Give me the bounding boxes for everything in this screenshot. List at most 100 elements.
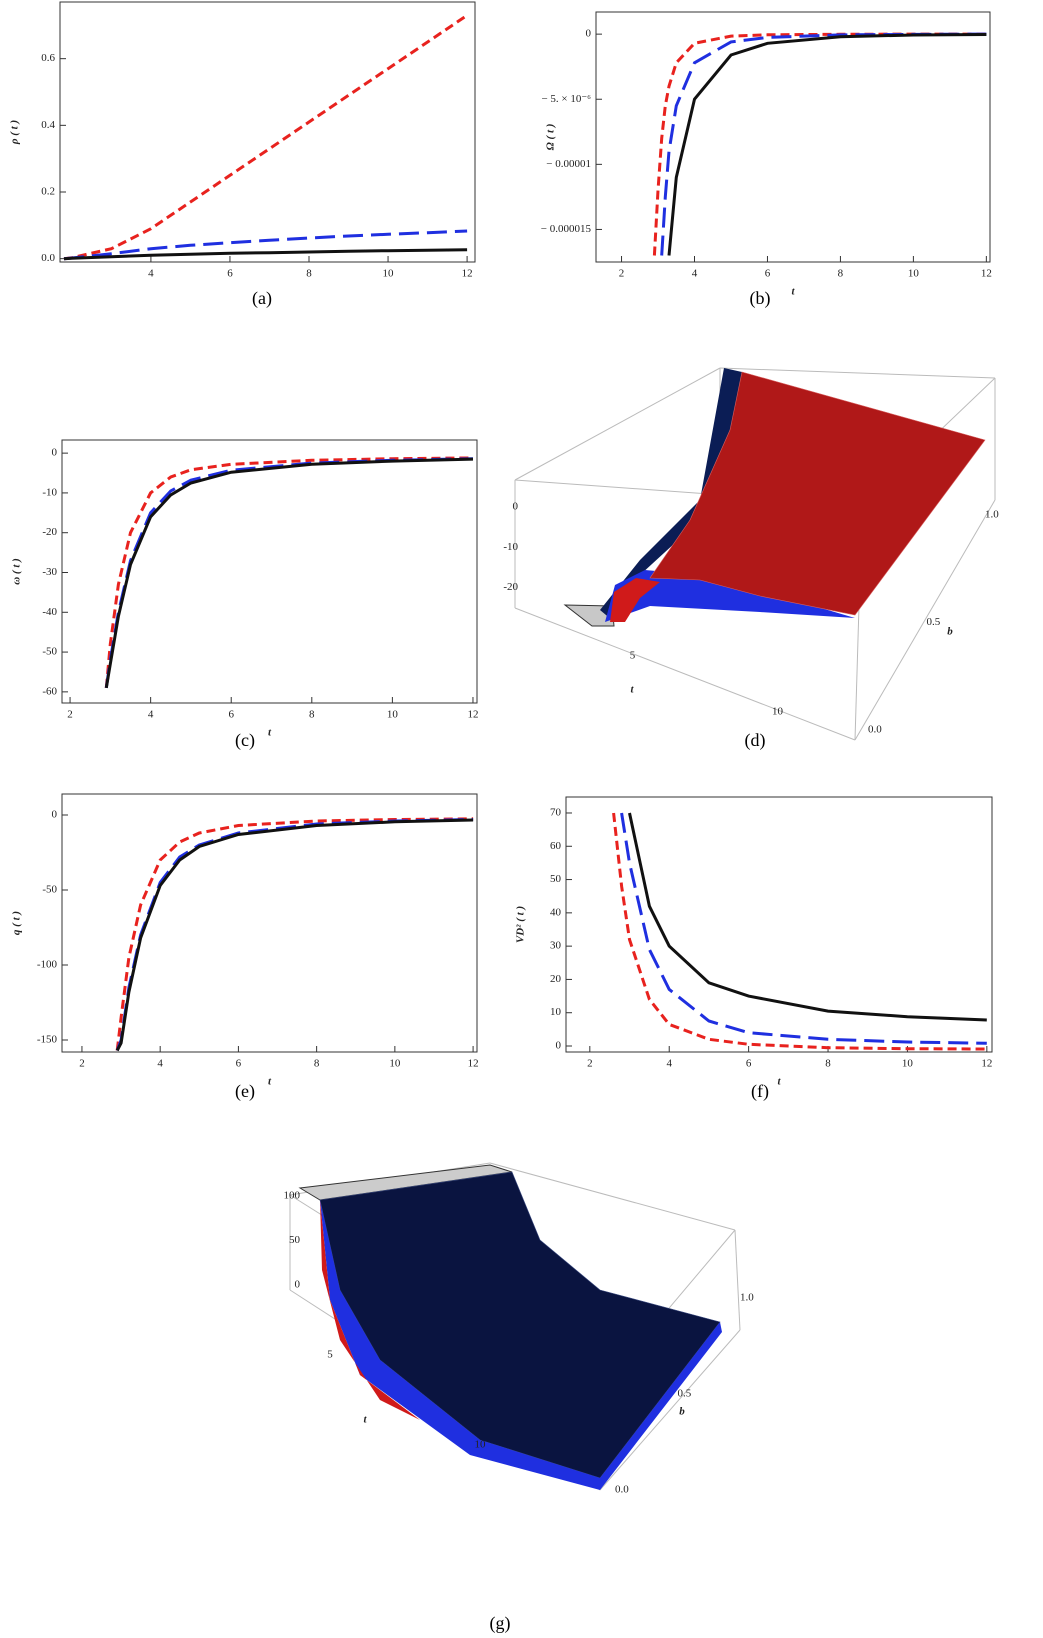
x-tick-label: 4 <box>692 268 698 280</box>
series-line <box>115 818 474 1052</box>
y-axis-label: Ω ( t ) <box>545 124 557 151</box>
y-tick-label: − 0.00001 <box>546 158 591 170</box>
y-tick-label: 0.0 <box>615 1484 629 1496</box>
x-axis-label: t <box>791 286 795 298</box>
y-tick-label: 0.6 <box>41 52 55 64</box>
x-tick-label: 5 <box>327 1349 333 1361</box>
series-line <box>63 229 468 261</box>
panel-caption: (d) <box>745 730 766 751</box>
y-tick-label: 0 <box>586 28 592 40</box>
z-tick-label: 0 <box>295 1279 301 1291</box>
x-tick-label: 5 <box>630 650 636 662</box>
series-line <box>63 14 468 261</box>
x-tick-label: 6 <box>227 268 233 280</box>
y-tick-label: 0 <box>52 809 58 821</box>
x-tick-label: 6 <box>765 268 771 280</box>
y-tick-label: 40 <box>550 906 562 918</box>
y-tick-label: 20 <box>550 973 562 985</box>
y-tick-label: 0.5 <box>678 1388 692 1400</box>
x-tick-label: 8 <box>838 268 844 280</box>
y-tick-label: 30 <box>550 940 562 952</box>
x-tick-label: 8 <box>825 1058 831 1070</box>
panel-caption: (b) <box>750 288 771 309</box>
x-tick-label: 10 <box>475 1439 487 1451</box>
x-tick-label: 4 <box>666 1058 672 1070</box>
y-tick-label: 1.0 <box>985 509 999 521</box>
y-tick-label: -150 <box>37 1034 58 1046</box>
x-tick-label: 2 <box>619 268 625 280</box>
y-axis-label: b <box>679 1406 685 1418</box>
series-line <box>667 33 987 256</box>
x-tick-label: 8 <box>306 268 312 280</box>
z-tick-label: -20 <box>503 581 518 593</box>
y-tick-label: -20 <box>42 526 57 538</box>
panel-caption: (f) <box>751 1081 769 1102</box>
y-tick-label: 60 <box>550 840 562 852</box>
y-tick-label: -50 <box>42 884 57 896</box>
y-axis-label: VD² ( t ) <box>515 906 527 943</box>
plot-frame <box>61 793 478 1053</box>
series-line <box>115 818 474 1052</box>
x-tick-label: 10 <box>908 268 920 280</box>
x-axis-label: t <box>268 1076 272 1088</box>
series-line <box>63 248 468 261</box>
plot-frame <box>59 1 476 263</box>
panel-caption: (e) <box>235 1081 255 1102</box>
y-tick-label: 0.4 <box>41 119 55 131</box>
x-tick-label: 4 <box>148 268 154 280</box>
y-tick-label: 0.0 <box>41 252 55 264</box>
y-axis-label: ρ ( t ) <box>9 120 21 145</box>
panel-caption: (g) <box>490 1613 511 1634</box>
series-line <box>660 32 987 256</box>
x-tick-label: 10 <box>387 709 399 721</box>
x-axis-label: t <box>363 1414 367 1426</box>
y-tick-label: -100 <box>37 959 58 971</box>
y-tick-label: -60 <box>42 685 57 697</box>
series-line <box>620 812 987 1045</box>
series-line <box>628 812 987 1022</box>
series-line <box>652 32 987 256</box>
series-line <box>104 456 474 689</box>
x-axis-label: t <box>777 1076 781 1088</box>
x-tick-label: 10 <box>902 1058 914 1070</box>
x-tick-label: 12 <box>981 268 992 280</box>
x-tick-label: 12 <box>981 1058 992 1070</box>
x-tick-label: 12 <box>468 1058 479 1070</box>
y-tick-label: 0 <box>52 447 58 459</box>
y-tick-label: -40 <box>42 606 57 618</box>
plot-frame <box>595 11 991 263</box>
panel-caption: (c) <box>235 730 255 751</box>
x-tick-label: 12 <box>467 709 478 721</box>
x-tick-label: 2 <box>79 1058 85 1070</box>
y-axis-label: b <box>947 626 953 638</box>
series-line <box>612 812 987 1051</box>
plot-frame <box>565 796 993 1053</box>
x-tick-label: 10 <box>383 268 395 280</box>
x-axis-label: t <box>630 684 634 696</box>
y-axis-label: q ( t ) <box>11 911 23 935</box>
y-tick-label: 10 <box>550 1006 562 1018</box>
y-tick-label: 0 <box>556 1040 562 1052</box>
y-tick-label: 70 <box>550 807 562 819</box>
y-tick-label: -50 <box>42 646 57 658</box>
z-tick-label: 0 <box>513 501 519 513</box>
z-tick-label: 100 <box>284 1190 301 1202</box>
panel-caption: (a) <box>252 288 272 309</box>
x-tick-label: 8 <box>314 1058 320 1070</box>
z-tick-label: -10 <box>503 541 518 553</box>
y-tick-label: 1.0 <box>740 1292 754 1304</box>
x-tick-label: 6 <box>228 709 234 721</box>
plot-frame <box>61 439 478 704</box>
x-tick-label: 10 <box>389 1058 401 1070</box>
y-tick-label: 0.5 <box>927 616 941 628</box>
y-tick-label: -10 <box>42 486 57 498</box>
x-tick-label: 4 <box>148 709 154 721</box>
series-line <box>104 457 474 689</box>
series-line <box>115 817 474 1051</box>
x-tick-label: 6 <box>236 1058 242 1070</box>
x-axis-label: t <box>268 727 272 739</box>
y-tick-label: -30 <box>42 566 57 578</box>
y-tick-label: 50 <box>550 873 562 885</box>
x-tick-label: 6 <box>746 1058 752 1070</box>
y-tick-label: − 0.000015 <box>541 223 592 235</box>
